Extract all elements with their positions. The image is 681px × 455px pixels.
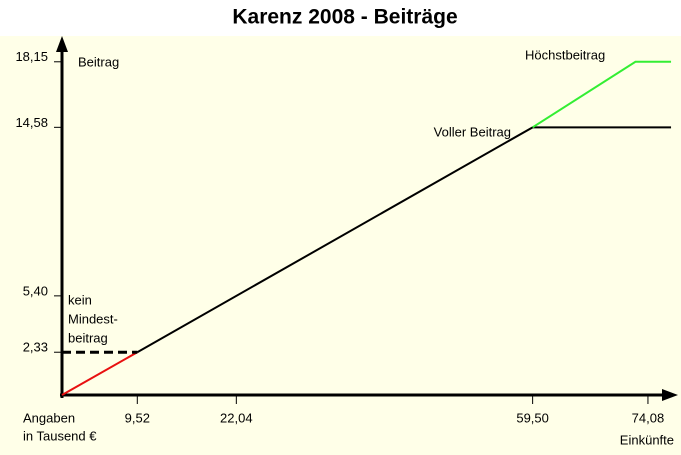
y-tick-label: 14,58 bbox=[15, 115, 48, 130]
x-axis-label: Einkünfte bbox=[620, 432, 674, 447]
annotation: Höchstbeitrag bbox=[525, 47, 605, 62]
x-tick-label: 9,52 bbox=[125, 410, 150, 425]
unit-note: Angaben bbox=[23, 410, 75, 425]
annotation: beitrag bbox=[68, 330, 108, 345]
annotation: kein bbox=[68, 292, 92, 307]
unit-note: in Tausend € bbox=[23, 428, 97, 443]
annotation: Voller Beitrag bbox=[434, 124, 511, 139]
y-axis-label: Beitrag bbox=[78, 54, 119, 69]
annotation: Mindest- bbox=[68, 311, 118, 326]
x-axis-arrow bbox=[662, 389, 678, 401]
x-tick-label: 74,08 bbox=[632, 410, 665, 425]
x-tick-label: 59,50 bbox=[516, 410, 549, 425]
x-tick-label: 22,04 bbox=[220, 410, 253, 425]
line bbox=[532, 60, 672, 129]
y-axis-arrow bbox=[56, 36, 68, 52]
chart-title: Karenz 2008 - Beiträge bbox=[232, 6, 457, 29]
y-tick-label: 5,40 bbox=[23, 283, 48, 298]
title-background bbox=[0, 0, 681, 36]
line bbox=[61, 351, 138, 396]
y-tick-label: 2,33 bbox=[23, 340, 48, 355]
y-tick-label: 18,15 bbox=[15, 49, 48, 64]
